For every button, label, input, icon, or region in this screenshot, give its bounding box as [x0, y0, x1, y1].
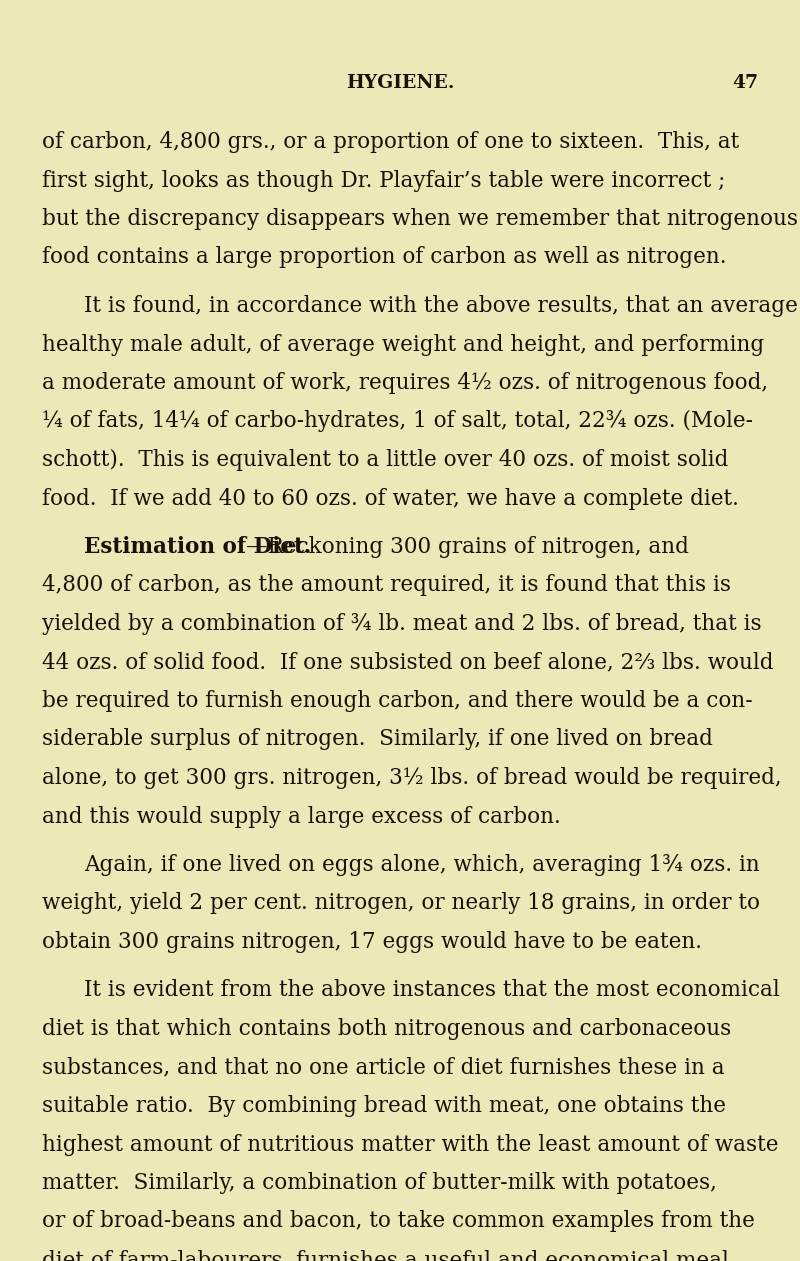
Text: 44 ozs. of solid food.  If one subsisted on beef alone, 2⅔ lbs. would: 44 ozs. of solid food. If one subsisted …: [42, 652, 774, 673]
Text: or of broad-beans and bacon, to take common examples from the: or of broad-beans and bacon, to take com…: [42, 1211, 755, 1232]
Text: Again, if one lived on eggs alone, which, averaging 1¾ ozs. in: Again, if one lived on eggs alone, which…: [84, 854, 760, 876]
Text: matter.  Similarly, a combination of butter-milk with potatoes,: matter. Similarly, a combination of butt…: [42, 1171, 717, 1194]
Text: substances, and that no one article of diet furnishes these in a: substances, and that no one article of d…: [42, 1057, 725, 1078]
Text: diet is that which contains both nitrogenous and carbonaceous: diet is that which contains both nitroge…: [42, 1018, 731, 1040]
Text: weight, yield 2 per cent. nitrogen, or nearly 18 grains, in order to: weight, yield 2 per cent. nitrogen, or n…: [42, 893, 760, 914]
Text: It is found, in accordance with the above results, that an average: It is found, in accordance with the abov…: [84, 295, 798, 317]
Text: obtain 300 grains nitrogen, 17 eggs would have to be eaten.: obtain 300 grains nitrogen, 17 eggs woul…: [42, 931, 702, 953]
Text: It is evident from the above instances that the most economical: It is evident from the above instances t…: [84, 980, 780, 1001]
Text: diet of farm-labourers, furnishes a useful and economical meal.: diet of farm-labourers, furnishes a usef…: [42, 1248, 736, 1261]
Text: schott).  This is equivalent to a little over 40 ozs. of moist solid: schott). This is equivalent to a little …: [42, 449, 728, 472]
Text: a moderate amount of work, requires 4½ ozs. of nitrogenous food,: a moderate amount of work, requires 4½ o…: [42, 372, 768, 393]
Text: HYGIENE.: HYGIENE.: [346, 74, 454, 92]
Text: yielded by a combination of ¾ lb. meat and 2 lbs. of bread, that is: yielded by a combination of ¾ lb. meat a…: [42, 613, 762, 636]
Text: 4,800 of carbon, as the amount required, it is found that this is: 4,800 of carbon, as the amount required,…: [42, 575, 731, 596]
Text: ¼ of fats, 14¼ of carbo-hydrates, 1 of salt, total, 22¾ ozs. (Mole-: ¼ of fats, 14¼ of carbo-hydrates, 1 of s…: [42, 410, 753, 433]
Text: —Reckoning 300 grains of nitrogen, and: —Reckoning 300 grains of nitrogen, and: [246, 536, 689, 559]
Text: of carbon, 4,800 grs., or a proportion of one to sixteen.  This, at: of carbon, 4,800 grs., or a proportion o…: [42, 131, 739, 153]
Text: but the discrepancy disappears when we remember that nitrogenous: but the discrepancy disappears when we r…: [42, 208, 798, 230]
Text: food.  If we add 40 to 60 ozs. of water, we have a complete diet.: food. If we add 40 to 60 ozs. of water, …: [42, 488, 739, 509]
Text: suitable ratio.  By combining bread with meat, one obtains the: suitable ratio. By combining bread with …: [42, 1095, 726, 1117]
Text: siderable surplus of nitrogen.  Similarly, if one lived on bread: siderable surplus of nitrogen. Similarly…: [42, 729, 713, 750]
Text: and this would supply a large excess of carbon.: and this would supply a large excess of …: [42, 806, 561, 827]
Text: be required to furnish enough carbon, and there would be a con-: be required to furnish enough carbon, an…: [42, 690, 753, 712]
Text: Estimation of Diet.: Estimation of Diet.: [84, 536, 311, 559]
Text: first sight, looks as though Dr. Playfair’s table were incorrect ;: first sight, looks as though Dr. Playfai…: [42, 169, 726, 192]
Text: alone, to get 300 grs. nitrogen, 3½ lbs. of bread would be required,: alone, to get 300 grs. nitrogen, 3½ lbs.…: [42, 767, 782, 789]
Text: healthy male adult, of average weight and height, and performing: healthy male adult, of average weight an…: [42, 333, 764, 356]
Text: highest amount of nutritious matter with the least amount of waste: highest amount of nutritious matter with…: [42, 1134, 778, 1155]
Text: 47: 47: [732, 74, 758, 92]
Text: food contains a large proportion of carbon as well as nitrogen.: food contains a large proportion of carb…: [42, 246, 726, 269]
